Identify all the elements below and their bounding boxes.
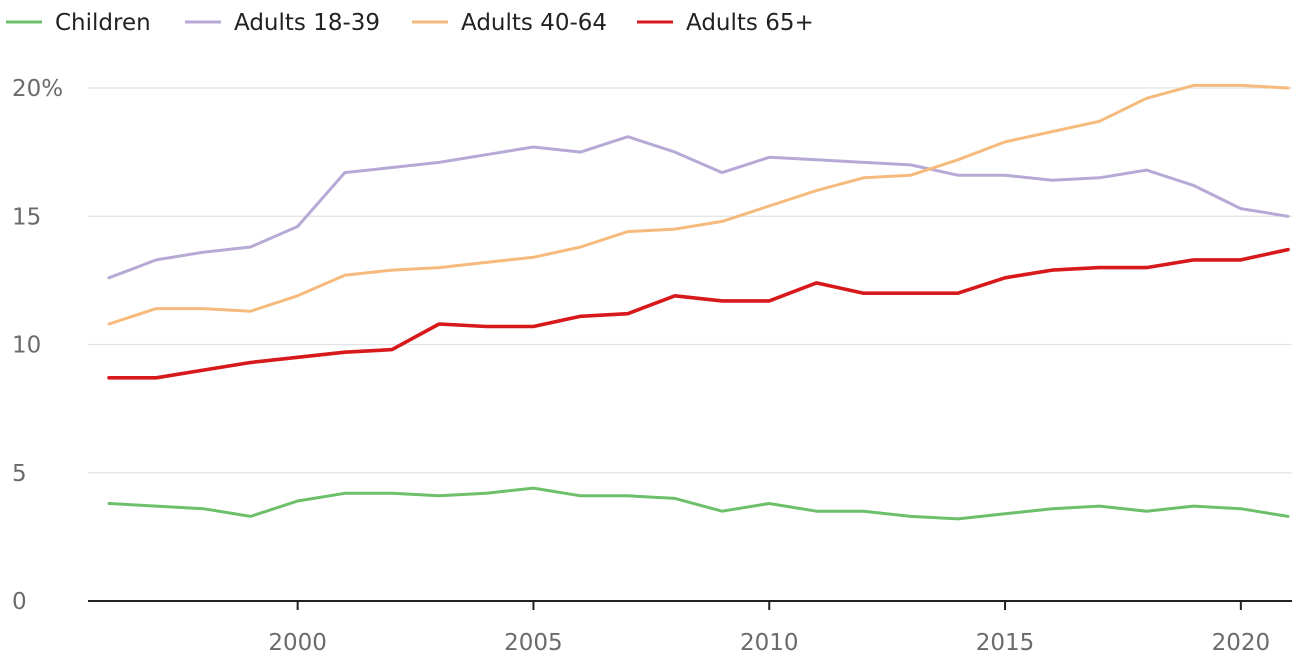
legend-label: Children bbox=[55, 10, 151, 36]
y-tick-label: 20% bbox=[12, 76, 63, 102]
x-tick-label: 2010 bbox=[740, 630, 799, 656]
legend: Children Adults 18-39 Adults 40-64 Adults 6… bbox=[6, 10, 814, 36]
y-tick-label: 15 bbox=[12, 204, 41, 230]
legend-label: Adults 18-39 bbox=[234, 10, 380, 36]
series-line-children bbox=[107, 486, 1290, 521]
series-line-adults-18-39 bbox=[107, 135, 1290, 280]
gridlines bbox=[88, 87, 1292, 474]
series-lines bbox=[107, 83, 1290, 521]
y-tick-label: 10 bbox=[12, 333, 41, 359]
x-tick-label: 2005 bbox=[504, 630, 563, 656]
x-tick-label: 2020 bbox=[1212, 630, 1271, 656]
x-tick-label: 2000 bbox=[268, 630, 327, 656]
y-tick-label: 0 bbox=[12, 589, 27, 615]
y-axis-ticks: 0 5 10 15 20% bbox=[12, 76, 63, 615]
x-axis bbox=[88, 600, 1292, 610]
x-tick-label: 2015 bbox=[976, 630, 1035, 656]
legend-label: Adults 65+ bbox=[686, 10, 814, 36]
y-tick-label: 5 bbox=[12, 461, 27, 487]
series-line-adults-65- bbox=[107, 247, 1290, 380]
legend-label: Adults 40-64 bbox=[461, 10, 607, 36]
series-line-adults-40-64 bbox=[107, 83, 1290, 326]
x-axis-ticks: 2000 2005 2010 2015 2020 bbox=[268, 630, 1270, 656]
